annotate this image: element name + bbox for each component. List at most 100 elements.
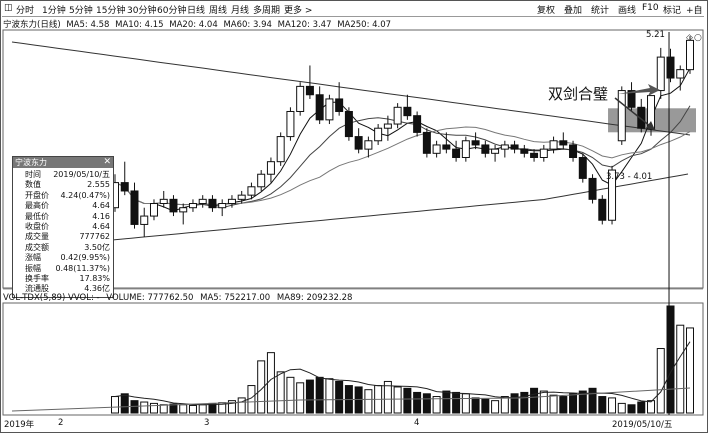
- adjust-button[interactable]: 复权: [537, 6, 556, 16]
- candle-body: [393, 106, 402, 125]
- info-row: 最高价 4.64: [13, 201, 113, 211]
- info-row: 涨幅 0.42(9.95%): [13, 253, 113, 263]
- ma250-line: [11, 41, 691, 136]
- x-label-feb: 2: [58, 418, 64, 428]
- f10-button[interactable]: F10: [642, 3, 659, 13]
- volume-bar: [413, 391, 422, 414]
- volume-bar: [188, 404, 197, 414]
- stats-button[interactable]: 统计: [591, 6, 610, 16]
- info-label: 流通股: [25, 284, 49, 294]
- mark-button[interactable]: 标记: [663, 6, 682, 16]
- info-label: 成交额: [25, 242, 49, 252]
- candle-body: [140, 215, 149, 225]
- volume-bar: [608, 397, 617, 414]
- tab-30min[interactable]: 30分钟: [127, 6, 157, 16]
- info-label: 最低价: [25, 211, 49, 221]
- info-row: 流通股 4.36亿: [13, 284, 113, 294]
- range-label: 3.73 - 4.01: [606, 172, 653, 182]
- tab-weekly[interactable]: 周线: [209, 6, 228, 16]
- info-value: 0.48(11.37%): [55, 263, 110, 273]
- info-panel: 宁波东力 ✕ 时间 2019/05/10/五 数值 2.555 开盘价 4.24(0.47…: [12, 156, 114, 298]
- custom-button[interactable]: +自: [686, 6, 703, 16]
- candle-body: [676, 69, 685, 79]
- candle-body: [627, 90, 636, 108]
- volume-bar: [237, 397, 246, 414]
- ma250-value: MA250: 4.07: [337, 20, 392, 30]
- info-value: 777762: [79, 232, 110, 242]
- tab-monthly[interactable]: 月线: [231, 6, 250, 16]
- candle-body: [374, 127, 383, 142]
- candle-body: [218, 203, 227, 209]
- candle-body: [286, 110, 295, 138]
- volume-bar: [637, 401, 646, 414]
- candle-body: [344, 110, 353, 138]
- volume-bar: [227, 400, 236, 414]
- ma10-value: MA10: 4.15: [115, 20, 164, 30]
- candle-body: [598, 198, 607, 221]
- info-value: 4.64: [92, 222, 110, 231]
- circle-icon: ○: [694, 33, 702, 43]
- info-row: 最低价 4.16: [13, 212, 113, 222]
- volume-ma5: MA5: 752217.00: [200, 293, 271, 303]
- close-icon[interactable]: ✕: [103, 157, 111, 167]
- panel-toggle-icon[interactable]: ◫: [4, 3, 13, 13]
- price-top-label: 5.21: [646, 30, 665, 40]
- info-label: 数值: [25, 180, 41, 190]
- info-value: 4.64: [92, 201, 110, 211]
- candle-body: [305, 85, 314, 96]
- info-label: 收盘价: [25, 222, 49, 231]
- volume-bar: [140, 401, 149, 414]
- tab-more[interactable]: 更多 >: [284, 6, 313, 16]
- info-value: 4.36亿: [84, 284, 110, 294]
- candle-body: [159, 198, 168, 205]
- volume-bar: [335, 380, 344, 414]
- volume-value: VOLUME: 777762.50: [106, 293, 194, 303]
- info-row: 振幅 0.48(11.37%): [13, 264, 113, 274]
- candle-body: [608, 169, 617, 221]
- volume-bar: [452, 391, 461, 414]
- volume-bar: [588, 387, 597, 414]
- volume-bar: [647, 400, 656, 414]
- tab-1min[interactable]: 1分钟: [42, 6, 66, 16]
- candle-body: [354, 136, 363, 150]
- candle-body: [296, 85, 305, 112]
- candle-body: [179, 207, 188, 213]
- candle-body: [588, 177, 597, 200]
- candle-body: [266, 161, 275, 175]
- candle-body: [452, 148, 461, 158]
- volume-bar: [296, 382, 305, 414]
- candle-body: [520, 148, 529, 154]
- candle-body: [422, 131, 431, 154]
- volume-ma89-line: [11, 387, 691, 412]
- volume-bar: [549, 394, 558, 414]
- info-row: 时间 2019/05/10/五: [13, 170, 113, 180]
- ma-legend: 宁波东力(日线) MA5: 4.58 MA10: 4.15 MA20: 4.04…: [3, 18, 394, 30]
- tab-5min[interactable]: 5分钟: [69, 6, 93, 16]
- signal-annotation: 双剑合璧: [548, 85, 609, 103]
- volume-bar: [442, 390, 451, 414]
- info-value: 2.555: [87, 180, 110, 190]
- candle-body: [335, 98, 344, 112]
- volume-ma5-line: [114, 341, 691, 406]
- candle-body: [559, 140, 568, 146]
- candle-body: [539, 148, 548, 158]
- volume-panel-border: [2, 302, 704, 416]
- ma5-value: MA5: 4.58: [66, 20, 110, 30]
- volume-bar: [159, 404, 168, 414]
- tab-multi-period[interactable]: 多周期: [253, 6, 281, 16]
- candle-body: [364, 140, 373, 150]
- tab-daily[interactable]: 日线: [187, 6, 206, 16]
- volume-bar: [364, 389, 373, 414]
- volume-bar: [461, 393, 470, 414]
- volume-bar: [383, 380, 392, 414]
- tab-15min[interactable]: 15分钟: [96, 6, 126, 16]
- info-value: 4.24(0.47%): [60, 190, 110, 200]
- overlay-button[interactable]: 叠加: [564, 6, 583, 16]
- draw-line-button[interactable]: 画线: [618, 6, 637, 16]
- tab-60min[interactable]: 60分钟: [157, 6, 187, 16]
- info-label: 最高价: [25, 201, 49, 211]
- tab-fenshi[interactable]: 分时: [16, 6, 35, 16]
- volume-bar: [491, 400, 500, 414]
- candle-body: [169, 198, 178, 213]
